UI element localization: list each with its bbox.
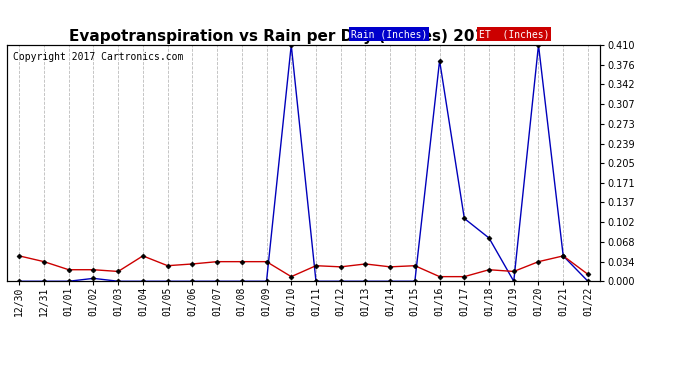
Title: Evapotranspiration vs Rain per Day (Inches) 20170123: Evapotranspiration vs Rain per Day (Inch… bbox=[69, 29, 538, 44]
Text: ET  (Inches): ET (Inches) bbox=[479, 29, 549, 39]
Text: Rain (Inches): Rain (Inches) bbox=[351, 29, 427, 39]
Text: Copyright 2017 Cartronics.com: Copyright 2017 Cartronics.com bbox=[13, 52, 184, 62]
